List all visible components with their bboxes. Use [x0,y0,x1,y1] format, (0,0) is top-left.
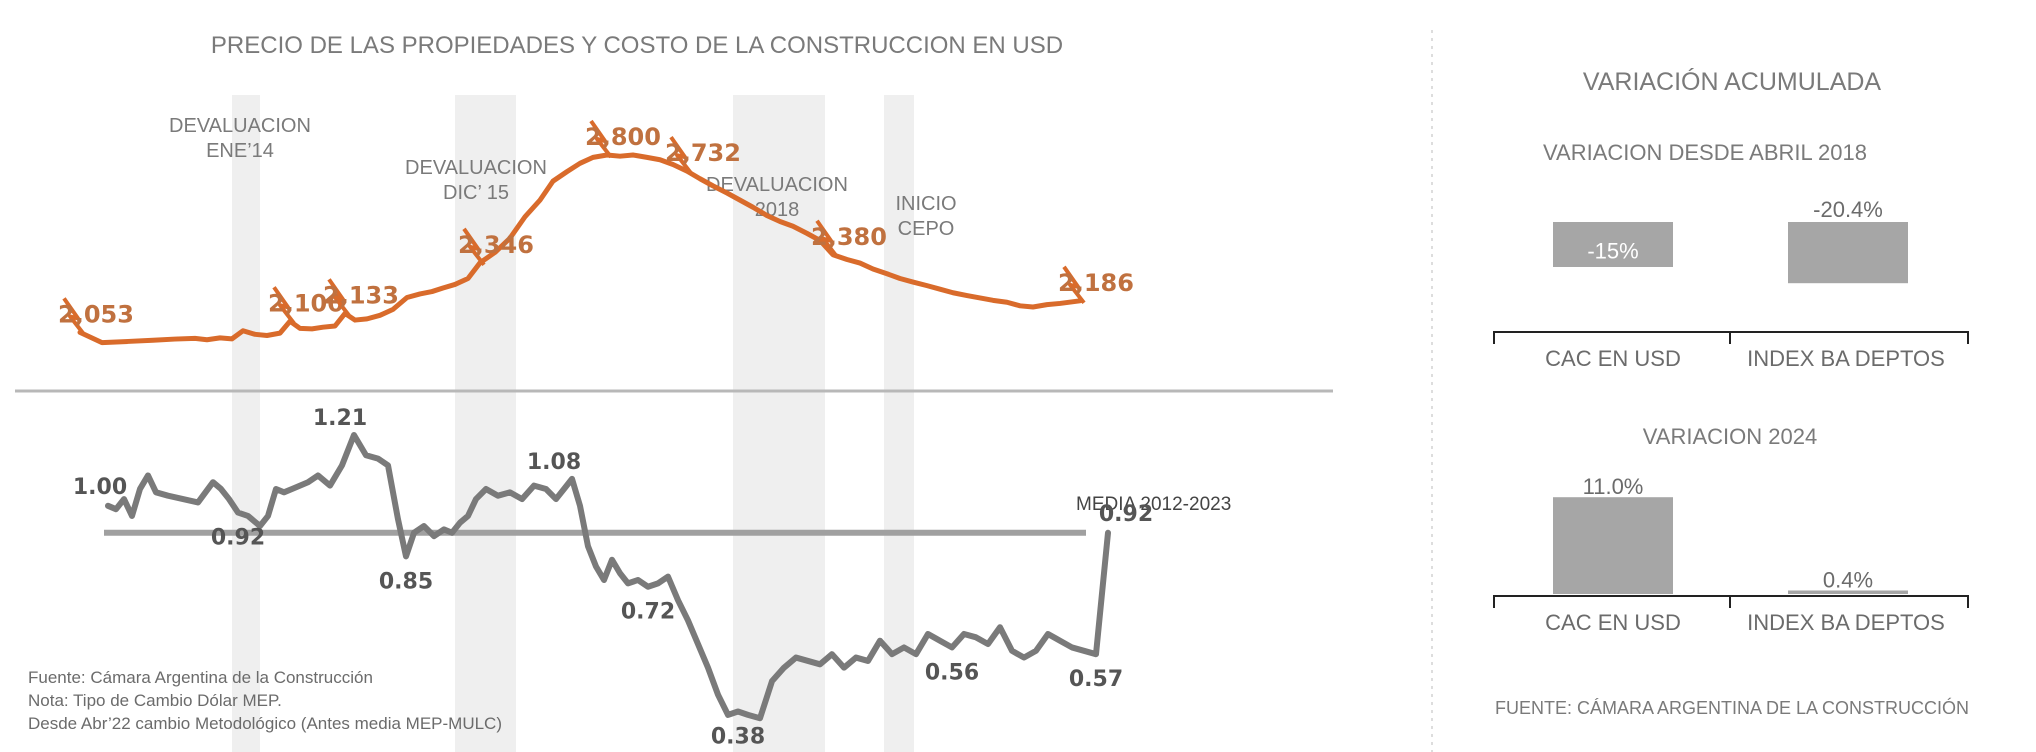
bar-cac [1553,497,1673,594]
main-chart: PRECIO DE LAS PROPIEDADES Y COSTO DE LA … [15,32,1333,752]
price-marker [589,119,613,159]
mean-reference-label: MEDIA 2012-2023 [1076,494,1231,515]
bars-2024: 11.0% 0.4% CAC EN USD INDEX BA DEPTOS [1493,474,1969,635]
period-band-inicio [884,95,914,752]
category-label: INDEX BA DEPTOS [1747,610,1945,635]
bar-value-label: 0.4% [1823,567,1873,592]
period-label-dev15: DEVALUACION [405,157,547,179]
price-label: 2,380 [811,223,887,251]
notes: Fuente: Cámara Argentina de la Construcc… [28,668,502,733]
price-label: 2,346 [458,231,534,259]
bars-since-2018: -15% -20.4% CAC EN USD INDEX BA DEPTOS [1493,197,1969,371]
period-band-dev15 [455,95,516,752]
price-label: 2,732 [665,139,741,167]
ratio-label: 0.38 [711,725,765,750]
period-label-dev14: ENE’14 [206,140,274,162]
category-label: CAC EN USD [1545,346,1681,371]
chart1-title: VARIACION DESDE ABRIL 2018 [1543,140,1867,165]
ratio-label: 0.92 [1099,502,1153,527]
ratio-label: 1.00 [73,475,127,500]
period-label-dev18: DEVALUACION [706,174,848,196]
period-band-dev14 [232,95,260,752]
period-label-inicio: CEPO [898,218,955,240]
ratio-label: 0.92 [211,526,265,551]
price-label: 2,133 [323,281,399,309]
main-chart-title: PRECIO DE LAS PROPIEDADES Y COSTO DE LA … [211,32,1063,59]
bar-cac [1553,222,1673,267]
price-marker [1062,265,1086,305]
price-marker [327,278,351,317]
panel-title: VARIACIÓN ACUMULADA [1583,67,1882,96]
panel-source: FUENTE: CÁMARA ARGENTINA DE LA CONSTRUCC… [1495,697,1969,718]
ratio-series: 1.00 0.92 1.21 0.85 1.08 0.72 0.38 0.56 0.57 0.92 [73,406,1153,750]
category-axis [1493,595,1969,608]
price-label: 2,186 [1058,269,1134,297]
period-label-dev14: DEVALUACION [169,115,311,137]
note-methodology: Desde Abr’22 cambio Metodológico (Antes … [28,714,502,733]
bar-value-label: -15% [1587,239,1638,264]
period-labels: DEVALUACION ENE’14 DEVALUACION DIC’ 15 DEVAL… [169,115,957,240]
category-axis [1493,331,1969,344]
ratio-label: 0.85 [379,569,433,594]
ratio-label: 0.56 [925,660,979,685]
note-fx: Nota: Tipo de Cambio Dólar MEP. [28,691,282,710]
price-label: 2,800 [585,123,661,151]
category-label: INDEX BA DEPTOS [1747,346,1945,371]
ratio-line [105,432,1111,722]
price-label: 2,053 [58,300,134,328]
bar-value-label: 11.0% [1583,474,1644,499]
bar-index [1788,590,1908,594]
bar-value-label: -20.4% [1813,197,1883,222]
ratio-label: 0.72 [621,600,675,625]
price-label: 2,100 [268,289,344,317]
prices-line [77,152,1083,346]
ratio-label: 0.57 [1069,667,1123,692]
price-marker [815,219,839,258]
price-marker [669,136,693,175]
price-marker [272,286,296,325]
chart2-title: VARIACION 2024 [1643,424,1817,449]
bar-index [1788,222,1908,284]
period-label-dev15: DIC’ 15 [443,182,509,204]
period-label-inicio: INICIO [895,193,956,215]
accumulated-variation-panel: VARIACIÓN ACUMULADA VARIACION DESDE ABRI… [1431,30,1969,752]
ratio-label: 1.21 [313,406,367,431]
note-source: Fuente: Cámara Argentina de la Construcc… [28,668,373,687]
price-marker [62,297,86,336]
ratio-label: 1.08 [527,450,581,475]
price-marker [462,227,486,267]
category-label: CAC EN USD [1545,610,1681,635]
